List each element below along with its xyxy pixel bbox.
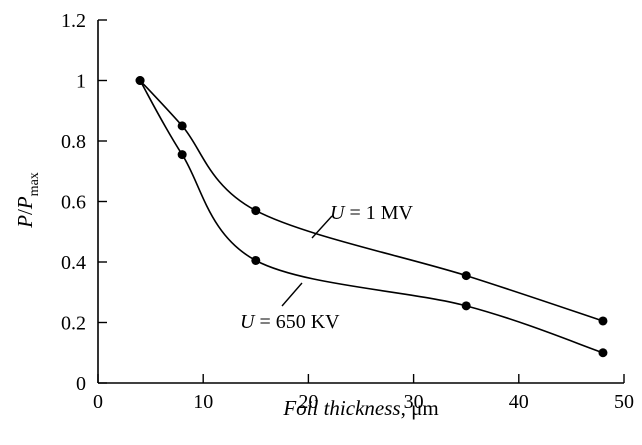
x-tick-label: 20 [298,391,318,413]
y-tick-label: 0.8 [61,131,86,153]
y-tick-label: 0.2 [61,313,86,335]
series-label-650kv-rest: = 650 KV [254,311,340,333]
data-point [461,301,471,311]
x-axis-title-rest: , μm [401,396,439,420]
data-point [251,206,261,216]
series-label-1mv: U = 1 MV [311,202,414,239]
x-tick-label: 30 [404,391,424,413]
series-label-1mv-leader [311,215,333,239]
y-tick-label: 1 [76,71,86,93]
series-label-1mv-var: U [330,202,346,224]
y-axis-title: P/Pmax [13,172,42,229]
y-tick-label: 0 [76,373,86,395]
series-label-1mv-rest: = 1 MV [344,202,413,224]
x-axis-title-italic: Foil thickness [282,396,400,420]
y-tick-label: 0.6 [61,192,86,214]
series-label-650kv: U = 650 KV [240,282,340,333]
x-tick-label: 40 [509,391,529,413]
x-tick-label: 10 [193,391,213,413]
series-label-650kv-leader [281,282,303,307]
x-axis-title: Foil thickness, μm [282,396,438,420]
y-tick-label: 1.2 [61,10,86,32]
series-line-0 [139,79,604,322]
series-label-650kv-text: U = 650 KV [240,311,340,333]
x-tick-label: 50 [614,391,634,413]
data-point [598,348,608,358]
series-line-1 [139,80,604,354]
data-point [251,255,261,265]
data-point [598,316,608,326]
y-axis-title-main: P [13,215,37,229]
data-point [461,271,471,281]
y-axis-title-slash: / [13,209,37,215]
series-label-1mv-text: U = 1 MV [330,202,414,224]
y-tick-label: 0.4 [61,252,86,274]
data-point [177,150,187,160]
series-layer [135,76,608,358]
x-ticks: 0 10 20 30 40 50 [93,374,634,413]
data-point [177,121,187,131]
data-point [135,76,145,85]
series-label-650kv-var: U [240,311,256,333]
y-axis-title-sub: max [27,172,42,196]
y-axis-title-denom: P [13,196,37,210]
x-tick-label: 0 [93,391,103,413]
y-ticks: 0 0.2 0.4 0.6 0.8 1 1.2 [61,10,107,395]
